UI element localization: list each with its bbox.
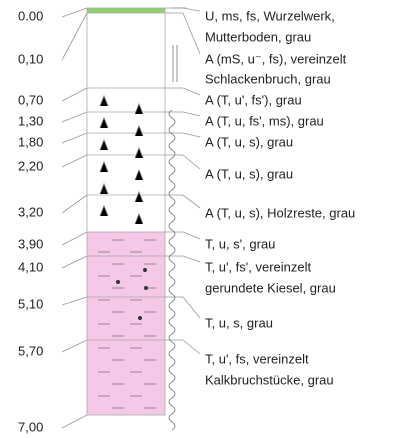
layer-description: A (mS, u⁻, fs), vereinzelt — [205, 51, 347, 66]
layer-description: A (T, u', fs'), grau — [205, 92, 302, 107]
leader-line — [165, 154, 201, 170]
fill-symbol — [99, 204, 109, 217]
fill-symbol — [134, 212, 144, 225]
layer-description: T, u', fs, vereinzelt — [205, 351, 309, 366]
fill-symbol — [99, 138, 109, 151]
layer-description: T, u', fs', vereinzelt — [205, 259, 312, 274]
leader-line — [165, 87, 201, 96]
layer-description: T, u, s', grau — [205, 236, 275, 251]
leader-line — [61, 194, 88, 214]
leader-line — [165, 132, 201, 138]
leader-line — [61, 414, 88, 429]
pebble — [138, 316, 142, 320]
wavy-line — [168, 109, 176, 431]
leader-line — [61, 12, 88, 61]
fill-symbol — [99, 182, 109, 195]
leader-line — [61, 339, 88, 353]
depth-label: 3,90 — [18, 236, 43, 251]
leader-line — [61, 7, 88, 18]
layer-description: U, ms, fs, Wurzelwerk, — [205, 8, 335, 23]
layer-description: gerundete Kiesel, grau — [205, 280, 336, 295]
layer-description: A (T, u, s), grau — [205, 166, 293, 181]
depth-label: 1,80 — [18, 134, 43, 149]
depth-label: 4,10 — [18, 259, 43, 274]
leader-line — [165, 339, 201, 355]
fill-symbol — [99, 160, 109, 173]
leader-line — [165, 12, 201, 55]
depth-label: 0,10 — [18, 51, 43, 66]
layer-description: A (T, u, s), grau — [205, 134, 293, 149]
leader-line — [165, 296, 201, 319]
depth-label: 0.00 — [18, 8, 43, 23]
fill-symbol — [99, 94, 109, 107]
depth-label: 7,00 — [18, 419, 43, 434]
column — [86, 7, 166, 416]
leader-line — [165, 194, 201, 209]
layer-description: Schlackenbruch, grau — [205, 71, 331, 86]
leader-line — [61, 132, 88, 144]
pebble — [116, 280, 120, 284]
depth-label: 5,10 — [18, 296, 43, 311]
fill-symbol — [134, 124, 144, 137]
leader-line — [165, 255, 201, 263]
fill-symbol — [134, 146, 144, 159]
fill-symbol — [99, 116, 109, 129]
pebble — [143, 268, 147, 272]
depth-label: 0,70 — [18, 92, 43, 107]
fill-symbol — [134, 102, 144, 115]
leader-line — [61, 296, 88, 306]
depth-label: 5,70 — [18, 343, 43, 358]
layer-description: T, u, s, grau — [205, 315, 273, 330]
leader-line — [61, 231, 88, 246]
depth-label: 3,20 — [18, 204, 43, 219]
layer-description: Mutterboden, grau — [205, 29, 311, 44]
clay-fill — [87, 232, 165, 415]
leader-line — [61, 87, 88, 102]
layer-description: A (T, u, fs', ms), grau — [205, 113, 324, 128]
pebble — [144, 286, 148, 290]
fill-symbol — [134, 168, 144, 181]
topsoil-fill — [87, 8, 165, 13]
layer-description: Kalkbruchstücke, grau — [205, 372, 334, 387]
depth-label: 1,30 — [18, 113, 43, 128]
leader-line — [165, 231, 201, 240]
leader-line — [61, 255, 88, 269]
leader-line — [165, 111, 201, 117]
depth-label: 2,20 — [18, 158, 43, 173]
leader-line — [61, 111, 88, 123]
leader-line — [165, 7, 201, 12]
layer-description: A (T, u, s), Holzreste, grau — [205, 205, 355, 220]
leader-line — [61, 154, 88, 168]
fill-symbol — [134, 190, 144, 203]
